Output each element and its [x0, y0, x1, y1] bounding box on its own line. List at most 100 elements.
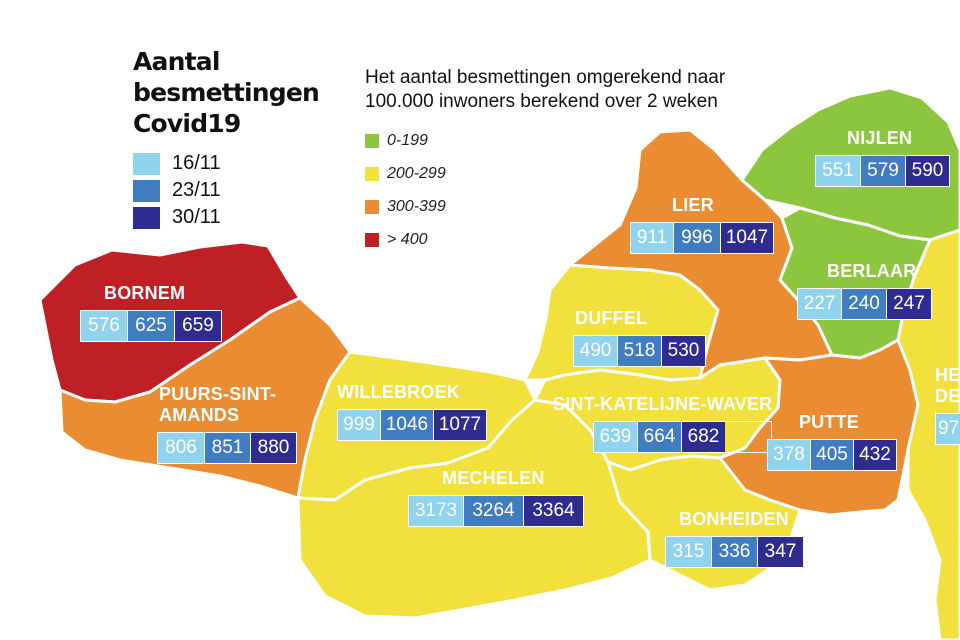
municipality-name: BORNEM: [104, 283, 186, 303]
value-boxes: 227 240 247: [797, 288, 932, 320]
scale-label-2: 200-299: [387, 164, 446, 182]
date-swatch-3: [133, 206, 160, 229]
value-30-11: 530: [661, 336, 705, 366]
municipality-name: DUFFEL: [575, 308, 648, 328]
value-boxes: 315 336 347: [665, 536, 804, 568]
value-16-11: 97: [936, 414, 960, 444]
value-30-11: 880: [250, 433, 296, 463]
label-heist: HE DE 97: [935, 365, 960, 445]
value-boxes: 378 405 432: [767, 439, 897, 471]
scale-description-line-2: 100.000 inwoners berekend over 2 weken: [365, 91, 718, 112]
label-duffel: DUFFEL 490 518 530: [573, 308, 706, 367]
value-23-11: 1046: [380, 410, 433, 440]
date-swatch-1: [133, 152, 160, 175]
title-line-1: Aantal: [133, 47, 220, 76]
value-30-11: 659: [174, 311, 221, 341]
scale-legend-item: 300-399: [365, 190, 446, 223]
label-sint-katelijne-waver: SINT-KATELIJNE-WAVER 639 664 682: [553, 394, 773, 453]
value-boxes: 490 518 530: [573, 335, 706, 367]
region-putte[interactable]: [718, 338, 920, 517]
date-swatch-2: [133, 179, 160, 202]
date-label-1: 16/11: [172, 152, 221, 174]
value-16-11: 3173: [409, 496, 463, 526]
municipality-name-line-2: DE: [935, 386, 960, 406]
value-23-11: 336: [711, 537, 757, 567]
value-16-11: 378: [768, 440, 810, 470]
scale-description-line-1: Het aantal besmettingen omgerekend naar: [365, 67, 726, 88]
value-boxes: 551 579 590: [815, 155, 950, 187]
value-boxes: 806 851 880: [157, 432, 297, 464]
value-23-11: 240: [841, 289, 886, 319]
municipality-name: MECHELEN: [442, 468, 545, 488]
value-16-11: 551: [816, 156, 860, 186]
value-16-11: 639: [594, 422, 637, 452]
date-legend-item: 23/11: [133, 177, 221, 204]
label-puurs-sint-amands: PUURS-SINT- AMANDS 806 851 880: [157, 384, 297, 464]
value-16-11: 999: [338, 410, 380, 440]
value-23-11: 518: [617, 336, 661, 366]
scale-description: Het aantal besmettingen omgerekend naar …: [365, 66, 725, 114]
value-23-11: 664: [637, 422, 681, 452]
label-willebroek: WILLEBROEK 999 1046 1077: [337, 382, 487, 441]
label-mechelen: MECHELEN 3173 3264 3364: [408, 468, 584, 527]
date-legend-item: 30/11: [133, 204, 221, 231]
value-30-11: 347: [757, 537, 803, 567]
value-16-11: 806: [158, 433, 204, 463]
municipality-name-line-2: AMANDS: [159, 405, 240, 425]
value-23-11: 625: [127, 311, 174, 341]
date-legend: 16/11 23/11 30/11: [133, 150, 221, 231]
value-boxes: 576 625 659: [80, 310, 222, 342]
scale-legend-item: 200-299: [365, 157, 446, 190]
date-label-2: 23/11: [172, 179, 221, 201]
value-30-11: 590: [905, 156, 949, 186]
title-line-2: besmettingen: [133, 78, 320, 107]
value-30-11: 682: [681, 422, 725, 452]
map-title: Aantal besmettingen Covid19: [133, 46, 320, 139]
value-boxes: 639 664 682: [593, 421, 773, 453]
value-30-11: 247: [886, 289, 931, 319]
value-23-11: 851: [204, 433, 250, 463]
municipality-name: LIER: [672, 195, 714, 215]
value-16-11: 576: [81, 311, 127, 341]
scale-swatch-yellow: [365, 166, 379, 181]
scale-label-4: > 400: [387, 230, 428, 248]
label-bornem: BORNEM 576 625 659: [80, 283, 222, 342]
value-30-11: 1047: [720, 223, 773, 253]
value-23-11: 579: [860, 156, 905, 186]
label-nijlen: NIJLEN 551 579 590: [815, 128, 950, 187]
municipality-name: BONHEIDEN: [679, 509, 789, 529]
municipality-name: SINT-KATELIJNE-WAVER: [553, 394, 773, 414]
value-23-11: 3264: [463, 496, 523, 526]
value-30-11: 3364: [523, 496, 583, 526]
scale-label-3: 300-399: [387, 197, 446, 215]
title-line-3: Covid19: [133, 109, 241, 138]
value-16-11: 315: [666, 537, 711, 567]
label-putte: PUTTE 378 405 432: [767, 412, 897, 471]
date-label-3: 30/11: [172, 206, 221, 228]
scale-swatch-red: [365, 232, 379, 247]
value-23-11: 405: [810, 440, 853, 470]
label-berlaar: BERLAAR 227 240 247: [797, 261, 932, 320]
scale-swatch-green: [365, 133, 379, 148]
label-bonheiden: BONHEIDEN 315 336 347: [665, 509, 804, 568]
value-boxes: 3173 3264 3364: [408, 495, 584, 527]
scale-legend-item: 0-199: [365, 124, 446, 157]
value-boxes: 911 996 1047: [630, 222, 774, 254]
scale-label-1: 0-199: [387, 131, 428, 149]
value-30-11: 432: [853, 440, 896, 470]
municipality-name: PUTTE: [799, 412, 860, 432]
value-16-11: 227: [798, 289, 841, 319]
value-23-11: 996: [673, 223, 720, 253]
date-legend-item: 16/11: [133, 150, 221, 177]
municipality-name: BERLAAR: [827, 261, 917, 281]
scale-swatch-orange: [365, 199, 379, 214]
value-boxes: 97: [935, 413, 960, 445]
municipality-name: WILLEBROEK: [337, 382, 460, 402]
value-boxes: 999 1046 1077: [337, 409, 487, 441]
value-16-11: 911: [631, 223, 673, 253]
label-lier: LIER 911 996 1047: [630, 195, 774, 254]
scale-legend-item: > 400: [365, 223, 446, 256]
value-30-11: 1077: [433, 410, 486, 440]
municipality-name-line-1: HE: [935, 365, 960, 385]
